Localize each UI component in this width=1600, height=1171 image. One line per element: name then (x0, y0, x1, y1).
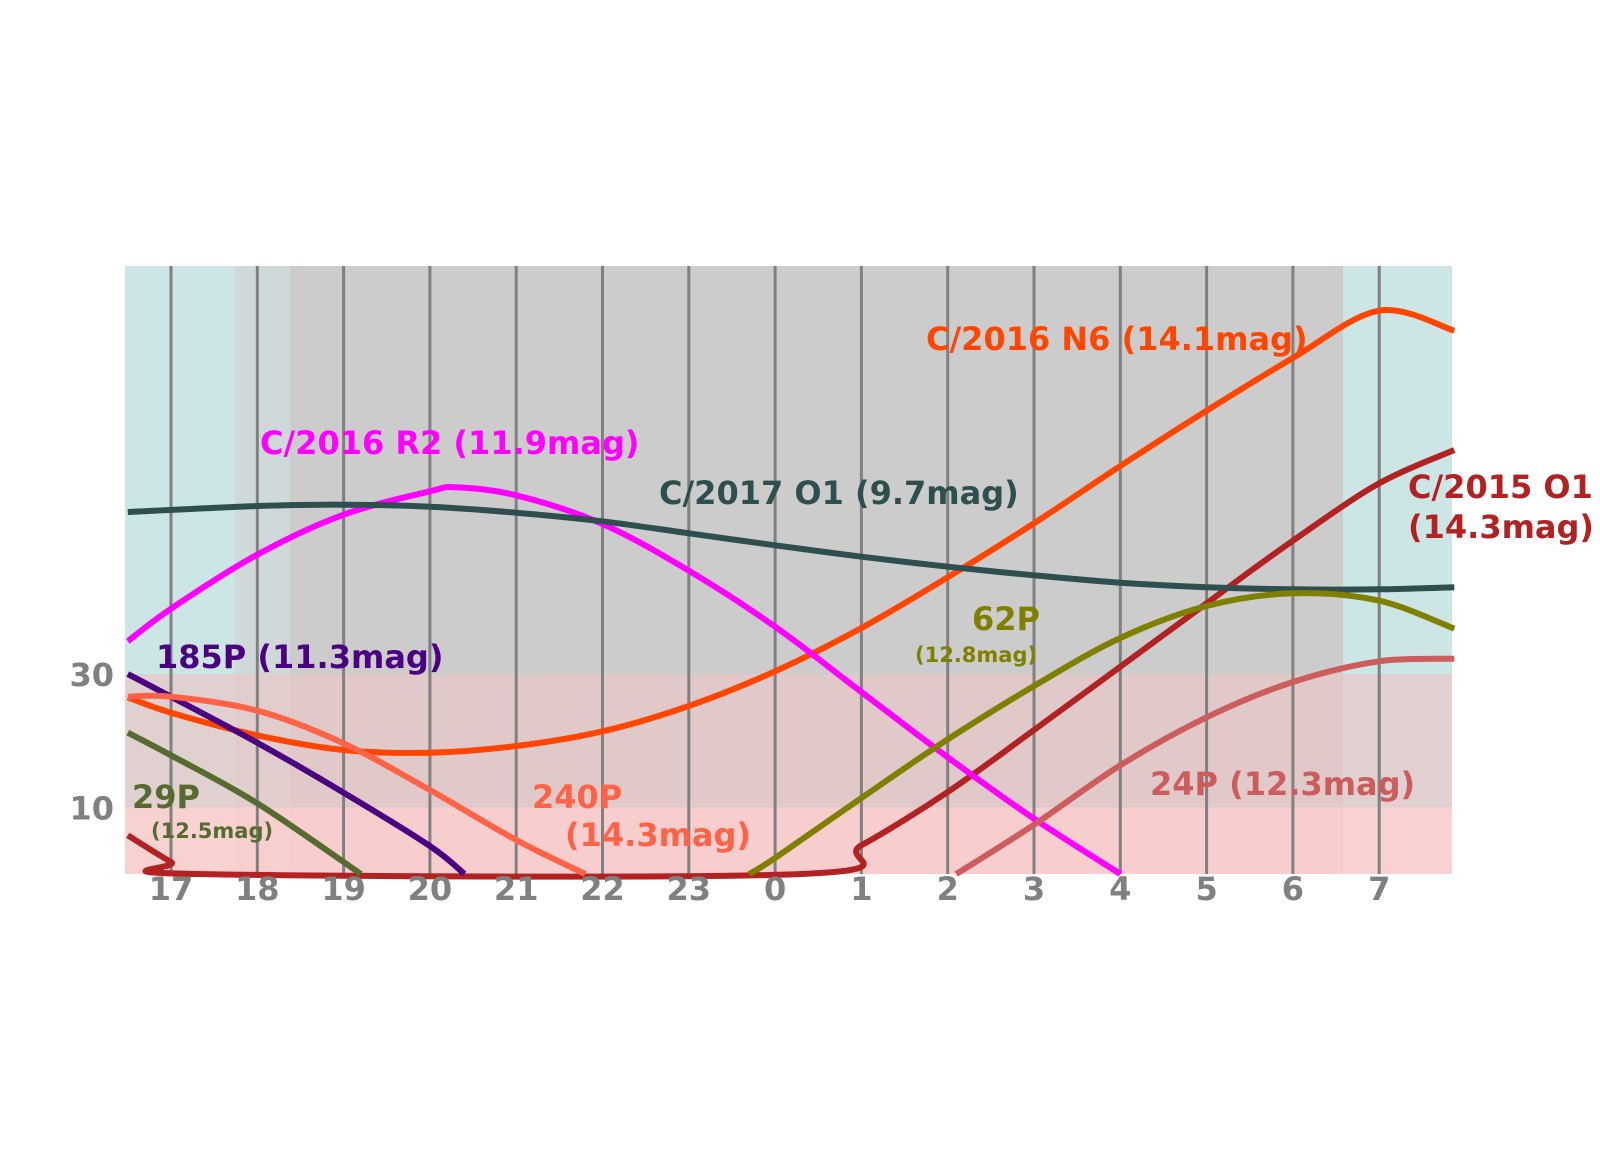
label-62p-mag: (12.8mag) (915, 643, 1037, 667)
x-tick-3: 3 (1023, 870, 1045, 908)
x-tick-1: 1 (850, 870, 872, 908)
x-tick-19: 19 (321, 870, 366, 908)
label-240p: 240P (532, 778, 622, 816)
series-line-24p-12-3mag (954, 655, 1455, 877)
label-24p: 24P (12.3mag) (1150, 765, 1415, 803)
y-tick-30: 30 (69, 656, 114, 694)
label-c2015o1-mag: (14.3mag) (1408, 508, 1594, 546)
vertical-grid (169, 266, 1381, 874)
y-tick-10: 10 (69, 789, 114, 827)
label-c2016r2: C/2016 R2 (11.9mag) (260, 424, 639, 462)
x-tick-18: 18 (235, 870, 280, 908)
series-lines (125, 307, 1456, 880)
x-tick-0: 0 (764, 870, 786, 908)
series-line-240p-14-3mag (127, 692, 587, 877)
low-altitude-band (125, 674, 1452, 808)
x-tick-5: 5 (1195, 870, 1217, 908)
x-tick-23: 23 (667, 870, 712, 908)
x-tick-7: 7 (1368, 870, 1390, 908)
background-bands (125, 266, 1452, 874)
series-labels: C/2016 N6 (14.1mag) C/2015 O1 (14.3mag) … (132, 320, 1594, 854)
series-line-c-2017-o1-9-7mag (127, 501, 1455, 593)
x-tick-22: 22 (580, 870, 625, 908)
series-line-c-2015-o1-14-3mag (126, 447, 1456, 880)
series-line-c-2016-n6-14-1mag (126, 307, 1456, 756)
label-29p: 29P (132, 778, 200, 816)
label-29p-mag: (12.5mag) (151, 819, 273, 843)
very-low-altitude-band (125, 807, 1452, 874)
series-line-62p-12-8mag (747, 590, 1456, 877)
label-c2015o1: C/2015 O1 (1408, 468, 1593, 506)
label-c2016n6: C/2016 N6 (14.1mag) (926, 320, 1308, 358)
x-tick-20: 20 (408, 870, 453, 908)
series-line-29p-12-5mag (126, 730, 363, 877)
label-240p-mag: (14.3mag) (565, 816, 751, 854)
x-tick-6: 6 (1282, 870, 1304, 908)
x-tick-21: 21 (494, 870, 539, 908)
x-tick-17: 17 (149, 870, 194, 908)
x-tick-4: 4 (1109, 870, 1131, 908)
x-tick-2: 2 (937, 870, 959, 908)
label-62p: 62P (972, 600, 1040, 638)
label-185p: 185P (11.3mag) (156, 638, 443, 676)
label-c2017o1: C/2017 O1 (9.7mag) (659, 474, 1019, 512)
